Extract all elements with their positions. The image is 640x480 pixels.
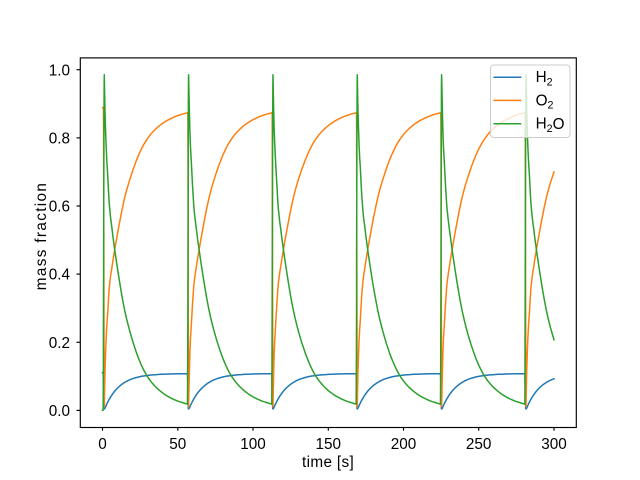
svg-text:50: 50 [169, 436, 186, 453]
svg-text:mass fraction: mass fraction [33, 182, 50, 291]
svg-text:time [s]: time [s] [302, 454, 354, 471]
svg-text:0.0: 0.0 [49, 403, 70, 420]
svg-text:300: 300 [541, 436, 567, 453]
svg-text:250: 250 [466, 436, 492, 453]
svg-text:1.0: 1.0 [49, 62, 70, 79]
svg-text:150: 150 [316, 436, 342, 453]
svg-text:0.8: 0.8 [49, 131, 70, 148]
svg-text:100: 100 [240, 436, 266, 453]
svg-text:0.6: 0.6 [49, 199, 70, 216]
svg-text:0.4: 0.4 [49, 267, 71, 284]
svg-text:0.2: 0.2 [49, 335, 70, 352]
svg-text:200: 200 [391, 436, 417, 453]
svg-text:H2O: H2O [536, 116, 565, 135]
svg-text:0: 0 [98, 436, 107, 453]
